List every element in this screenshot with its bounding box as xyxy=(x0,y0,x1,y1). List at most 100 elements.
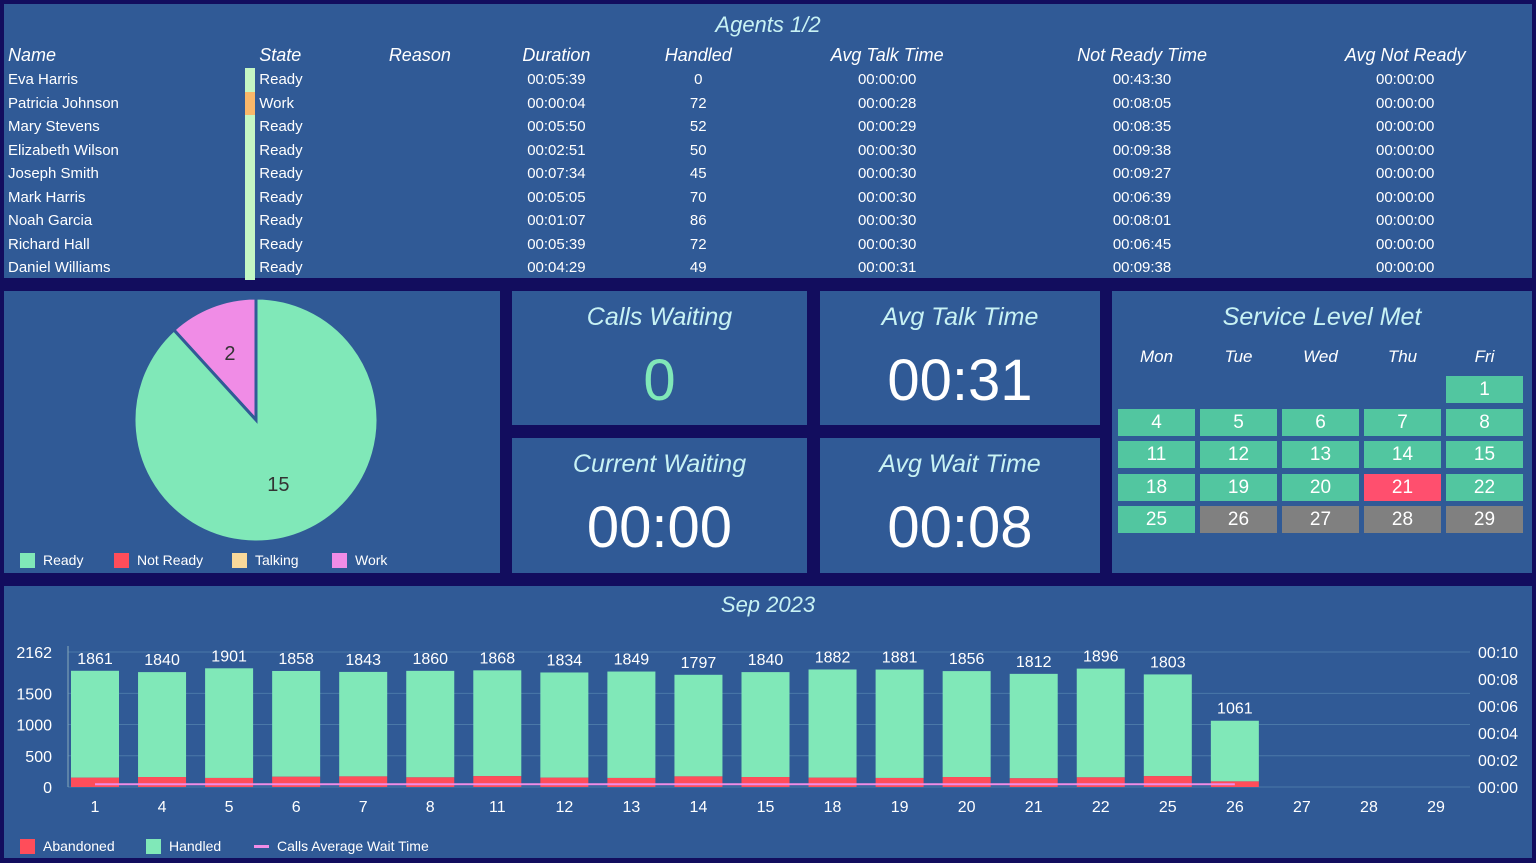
bar-total-label: 1849 xyxy=(614,652,650,669)
pie-legend-not-ready[interactable]: Not Ready xyxy=(114,552,203,568)
calendar-day-met[interactable]: 20 xyxy=(1282,473,1359,501)
bar-handled[interactable] xyxy=(540,672,589,778)
calendar-day-missed[interactable]: 21 xyxy=(1364,473,1441,501)
pie-legend-work[interactable]: Work xyxy=(332,552,387,568)
column-header-state[interactable]: State xyxy=(259,44,302,65)
bar-handled[interactable] xyxy=(138,672,187,778)
state-color-indicator xyxy=(245,256,256,280)
avg-talk-time-title: Avg Talk Time xyxy=(881,303,1039,331)
column-header-handled[interactable]: Handled xyxy=(664,44,732,65)
calendar-day-met[interactable]: 19 xyxy=(1200,473,1277,501)
bar-total-label: 1797 xyxy=(681,655,717,672)
calendar-day-met[interactable]: 7 xyxy=(1364,408,1441,436)
bar-abandoned[interactable] xyxy=(741,777,790,787)
calendar-day-met[interactable]: 5 xyxy=(1200,408,1277,436)
cell-name: Mark Harris xyxy=(8,188,86,206)
bar-abandoned[interactable] xyxy=(339,776,388,787)
cell-avg-not-ready: 00:00:00 xyxy=(1376,188,1435,206)
bar-handled[interactable] xyxy=(406,670,455,778)
agent-row[interactable]: Joseph Smith Ready 00:07:34 45 00:00:30 00:09… xyxy=(4,162,1532,186)
pie-slice-ready[interactable] xyxy=(132,296,380,544)
bar-handled[interactable] xyxy=(942,671,991,778)
bar-abandoned[interactable] xyxy=(808,777,857,787)
calendar-day-future[interactable]: 26 xyxy=(1200,506,1277,533)
bar-abandoned[interactable] xyxy=(1076,777,1125,787)
agent-row[interactable]: Noah Garcia Ready 00:01:07 86 00:00:30 00:08:… xyxy=(4,209,1532,233)
pie-legend-ready[interactable]: Ready xyxy=(20,552,83,568)
column-header-avg-talk-time[interactable]: Avg Talk Time xyxy=(830,44,944,65)
bar-abandoned[interactable] xyxy=(942,777,991,787)
column-header-avg-not-ready[interactable]: Avg Not Ready xyxy=(1344,44,1466,65)
bar-handled[interactable] xyxy=(1210,720,1259,782)
agent-row[interactable]: Daniel Williams Ready 00:04:29 49 00:00:31 00… xyxy=(4,256,1532,280)
chart-legend-calls-average-wait-time[interactable]: Calls Average Wait Time xyxy=(254,838,429,854)
bar-abandoned[interactable] xyxy=(138,777,187,787)
bar-handled[interactable] xyxy=(473,670,522,777)
bar-handled[interactable] xyxy=(1143,674,1192,777)
calendar-day-met[interactable]: 12 xyxy=(1200,441,1277,468)
agent-row[interactable]: Patricia Johnson Work 00:00:04 72 00:00:28 00… xyxy=(4,91,1532,115)
calendar-day-met[interactable]: 13 xyxy=(1282,441,1359,468)
legend-swatch xyxy=(146,838,161,854)
calendar-day-met[interactable]: 15 xyxy=(1446,441,1523,468)
cell-not-ready-time: 00:09:38 xyxy=(1112,141,1172,159)
bar-handled[interactable] xyxy=(1076,668,1125,778)
bar-abandoned[interactable] xyxy=(272,776,321,787)
agent-row[interactable]: Mark Harris Ready 00:05:05 70 00:00:30 00:06:… xyxy=(4,185,1532,209)
column-header-not-ready-time[interactable]: Not Ready Time xyxy=(1077,44,1207,65)
bar-handled[interactable] xyxy=(875,669,924,778)
calendar-day-met[interactable]: 1 xyxy=(1446,376,1523,403)
bar-handled[interactable] xyxy=(272,670,321,777)
bar-abandoned[interactable] xyxy=(1143,776,1192,787)
legend-label: Handled xyxy=(169,838,222,854)
calendar-day-future[interactable]: 27 xyxy=(1282,506,1359,533)
calendar-day-future[interactable]: 28 xyxy=(1364,506,1441,533)
agent-row[interactable]: Eva Harris Ready 00:05:39 0 00:00:00 00:43:30… xyxy=(4,68,1532,92)
bar-handled[interactable] xyxy=(674,674,723,777)
cell-avg-not-ready: 00:00:00 xyxy=(1376,212,1435,230)
calendar-day-met[interactable]: 18 xyxy=(1118,473,1195,501)
calendar-day-met[interactable]: 11 xyxy=(1118,441,1195,468)
chart-legend-handled[interactable]: Handled xyxy=(146,838,221,854)
x-tick-label: 25 xyxy=(1159,799,1177,816)
bar-handled[interactable] xyxy=(205,668,254,778)
bar-abandoned[interactable] xyxy=(540,777,589,787)
state-color-indicator xyxy=(245,162,256,186)
cell-not-ready-time: 00:09:38 xyxy=(1112,259,1172,277)
bar-abandoned[interactable] xyxy=(674,776,723,787)
bar-handled[interactable] xyxy=(607,671,656,778)
bar-abandoned[interactable] xyxy=(473,776,522,787)
current-waiting-value: 00:00 xyxy=(586,495,733,560)
column-header-reason[interactable]: Reason xyxy=(388,44,451,65)
pie-slice-work[interactable] xyxy=(171,296,258,424)
calendar-day-met[interactable]: 14 xyxy=(1364,441,1441,468)
bar-abandoned[interactable] xyxy=(71,777,119,787)
x-tick-label: 21 xyxy=(1025,799,1043,816)
bar-handled[interactable] xyxy=(808,669,857,778)
pie-legend-talking[interactable]: Talking xyxy=(232,552,299,568)
calendar-day-met[interactable]: 8 xyxy=(1446,408,1523,436)
x-tick-label: 27 xyxy=(1293,799,1311,816)
bar-handled[interactable] xyxy=(741,672,790,778)
bar-abandoned[interactable] xyxy=(406,777,455,787)
agent-row[interactable]: Richard Hall Ready 00:05:39 72 00:00:30 00:06… xyxy=(4,232,1532,256)
service-level-calendar: Service Level Met Mon Tue Wed Thu Fri 1 4 5 6 7 8 1… xyxy=(1112,291,1532,573)
calendar-day-met[interactable]: 6 xyxy=(1282,408,1359,436)
x-tick-label: 18 xyxy=(824,799,842,816)
calendar-day-future[interactable]: 29 xyxy=(1446,506,1523,533)
column-header-duration[interactable]: Duration xyxy=(522,44,591,65)
bar-handled[interactable] xyxy=(1009,673,1058,779)
bar-abandoned[interactable] xyxy=(1009,778,1058,787)
calendar-day-met[interactable]: 22 xyxy=(1446,473,1523,501)
bar-handled[interactable] xyxy=(339,671,388,777)
calendar-day-met[interactable]: 4 xyxy=(1118,408,1195,436)
agent-row[interactable]: Elizabeth Wilson Ready 00:02:51 50 00:00:30 0… xyxy=(4,138,1532,162)
column-header-name[interactable]: Name xyxy=(8,44,57,65)
bar-abandoned[interactable] xyxy=(875,777,924,787)
agent-row[interactable]: Mary Stevens Ready 00:05:50 52 00:00:29 00:08… xyxy=(4,115,1532,139)
bar-handled[interactable] xyxy=(71,670,119,778)
chart-legend-abandoned[interactable]: Abandoned xyxy=(20,838,115,854)
bar-abandoned[interactable] xyxy=(205,777,254,787)
calendar-day-met[interactable]: 25 xyxy=(1118,506,1195,533)
bar-abandoned[interactable] xyxy=(607,777,656,787)
